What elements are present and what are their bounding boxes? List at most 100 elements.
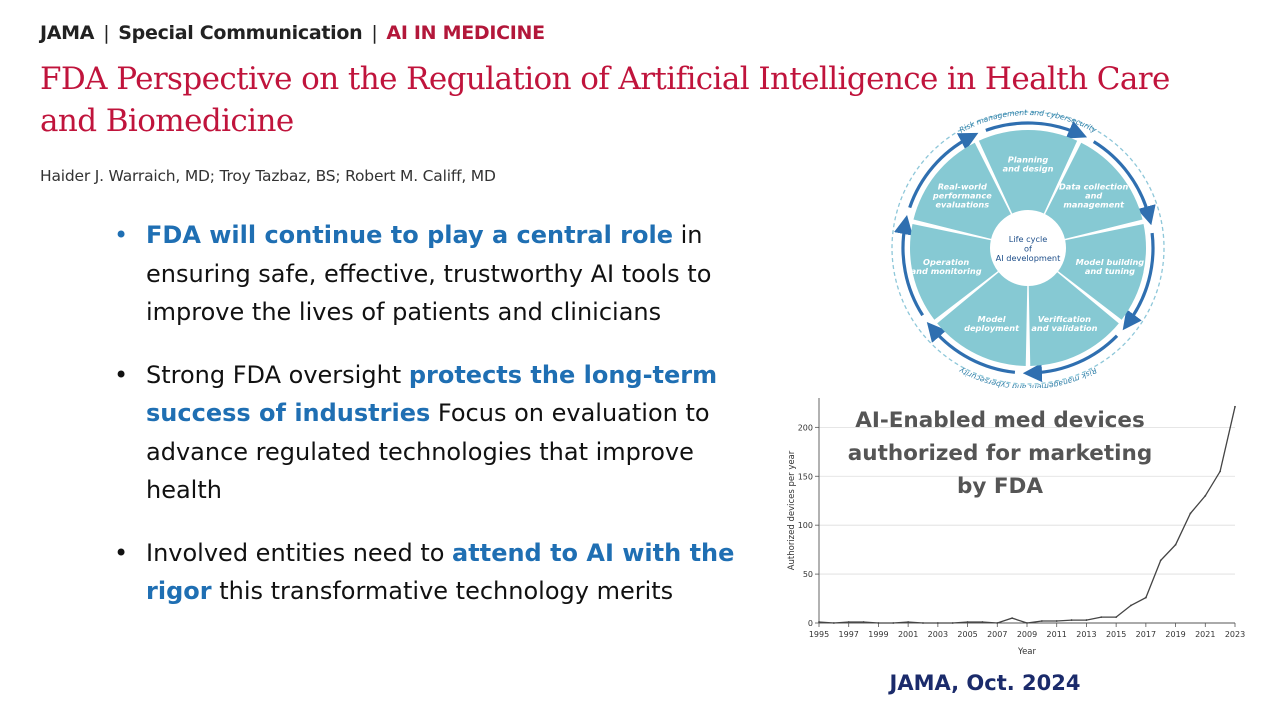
- ai-lifecycle-diagram: Planning and design Data collection and mana…: [891, 108, 1165, 388]
- x-tick-label: 2007: [987, 630, 1007, 639]
- x-axis-label: Year: [1017, 647, 1037, 657]
- lifecycle-segment: [937, 272, 1028, 366]
- bullet-icon: •: [114, 538, 129, 567]
- bullet-item: • FDA will continue to play a central rol…: [112, 216, 752, 332]
- x-tick-label: 2003: [928, 630, 948, 639]
- x-tick-label: 2021: [1195, 630, 1215, 639]
- chart-title: AI-Enabled med devices authorized for ma…: [847, 408, 1153, 499]
- author-list: Haider J. Warraich, MD; Troy Tazbaz, BS;…: [40, 167, 496, 185]
- data-point: [1159, 559, 1162, 562]
- bullet-highlight: FDA will continue to play a central role: [146, 221, 673, 249]
- segment-label-line: and design: [1003, 164, 1054, 174]
- center-label-line: of: [1024, 244, 1033, 254]
- segment-label: Planning and design: [1003, 155, 1054, 174]
- x-tick-label: 2005: [957, 630, 977, 639]
- header-separator: |: [103, 22, 110, 44]
- segment-label: Real-world performance evaluations: [932, 182, 992, 210]
- data-point: [1055, 620, 1058, 622]
- risk-label-bottom: Risk management and cybersecurity: [957, 365, 1098, 388]
- bullet-icon: •: [114, 221, 129, 249]
- data-point: [981, 621, 984, 623]
- center-label-line: AI development: [996, 253, 1061, 263]
- data-point: [996, 622, 999, 624]
- segment-label-line: Model: [978, 314, 1006, 324]
- segment-label: Model building and tuning: [1076, 257, 1145, 276]
- bullet-highlight: protects the long-term success of indust…: [146, 360, 718, 428]
- x-tick-label: 2015: [1106, 630, 1126, 639]
- x-tick-label: 2013: [1076, 630, 1096, 639]
- x-tick-label: 2011: [1047, 630, 1067, 639]
- data-point: [1100, 616, 1103, 619]
- data-point: [1130, 604, 1132, 607]
- segment-label: Operation and monitoring: [911, 257, 982, 276]
- data-point: [892, 622, 895, 624]
- bullet-list: • FDA will continue to play a central rol…: [112, 216, 752, 635]
- cycle-arrow: [1022, 334, 1119, 383]
- center-circle: [992, 212, 1064, 284]
- data-point: [1189, 512, 1192, 515]
- data-point: [1174, 543, 1177, 546]
- bullet-item: • Strong FDA oversight protects the long-…: [112, 356, 752, 510]
- segment-label-line: Verification: [1038, 314, 1091, 324]
- data-point: [818, 621, 820, 623]
- x-tick-label: 1995: [809, 630, 829, 639]
- x-tick-label: 2019: [1165, 630, 1185, 639]
- lifecycle-segment: [978, 130, 1078, 214]
- y-axis-label: Authorized devices per year: [787, 450, 797, 570]
- bullet-text: Involved entities need to: [146, 538, 453, 567]
- segment-label-line: Data collection: [1059, 182, 1128, 192]
- header-separator: |: [371, 22, 378, 44]
- segment-label-line: Model building: [1076, 257, 1145, 267]
- cycle-arrow: [1092, 140, 1156, 226]
- segment-label-line: Real-world: [938, 182, 987, 192]
- data-point: [847, 621, 850, 623]
- center-label: Life cycle of AI development: [996, 234, 1061, 263]
- segment-label: Data collection and management: [1059, 182, 1128, 210]
- x-tick-label: 1997: [839, 630, 859, 639]
- y-tick-label: 50: [803, 570, 813, 579]
- segment-label-line: deployment: [964, 323, 1020, 333]
- data-point: [922, 622, 924, 624]
- data-point: [1219, 470, 1222, 473]
- segment-label-line: management: [1063, 200, 1125, 210]
- article-title: FDA Perspective on the Regulation of Art…: [40, 61, 1170, 139]
- data-point: [907, 621, 910, 623]
- segment-label-line: and validation: [1031, 323, 1097, 333]
- lifecycle-segment: [1058, 223, 1146, 320]
- data-point: [1011, 617, 1014, 620]
- x-tick-label: 2001: [898, 630, 918, 639]
- x-tick-label: 1999: [868, 630, 888, 639]
- lifecycle-segment: [910, 223, 998, 320]
- segment-label-line: performance: [932, 191, 992, 201]
- y-tick-label: 200: [798, 423, 813, 432]
- journal-name: JAMA: [40, 22, 95, 44]
- center-label-line: Life cycle: [1009, 234, 1048, 244]
- lifecycle-segment: [913, 142, 1011, 239]
- data-point: [951, 622, 954, 624]
- segment-label: Model deployment: [964, 314, 1020, 333]
- source-caption: JAMA, Oct. 2024: [889, 671, 1081, 695]
- data-point: [1204, 494, 1207, 497]
- risk-label-bottom-path: Risk management and cybersecurity: [957, 365, 1098, 388]
- section-label: AI IN MEDICINE: [386, 22, 545, 44]
- bullet-icon: •: [114, 360, 129, 389]
- article-type: Special Communication: [118, 22, 363, 44]
- segment-label-line: and tuning: [1085, 266, 1135, 276]
- segment-label-line: evaluations: [936, 200, 990, 210]
- data-point: [877, 622, 880, 624]
- data-point: [862, 621, 865, 623]
- bullet-text: in ensuring safe, effective, trustworthy…: [146, 221, 712, 326]
- cycle-arrow: [1122, 232, 1155, 331]
- segment-label: Verification and validation: [1031, 314, 1097, 333]
- data-point: [1234, 405, 1236, 408]
- x-tick-label: 2009: [1017, 630, 1037, 639]
- data-point: [1085, 619, 1088, 621]
- data-point: [1040, 620, 1043, 622]
- risk-ring: [891, 111, 1165, 385]
- devices-line-chart: 0 50 100 150 200 1995 1997 1999 2001 2003 2005 2007…: [787, 398, 1245, 657]
- y-tick-label: 150: [798, 472, 813, 481]
- bullet-text: Strong FDA oversight: [146, 360, 409, 389]
- journal-header: JAMA | Special Communication | AI IN MEDICIN…: [40, 22, 545, 44]
- segment-label-line: and monitoring: [911, 266, 982, 276]
- data-point: [832, 622, 835, 624]
